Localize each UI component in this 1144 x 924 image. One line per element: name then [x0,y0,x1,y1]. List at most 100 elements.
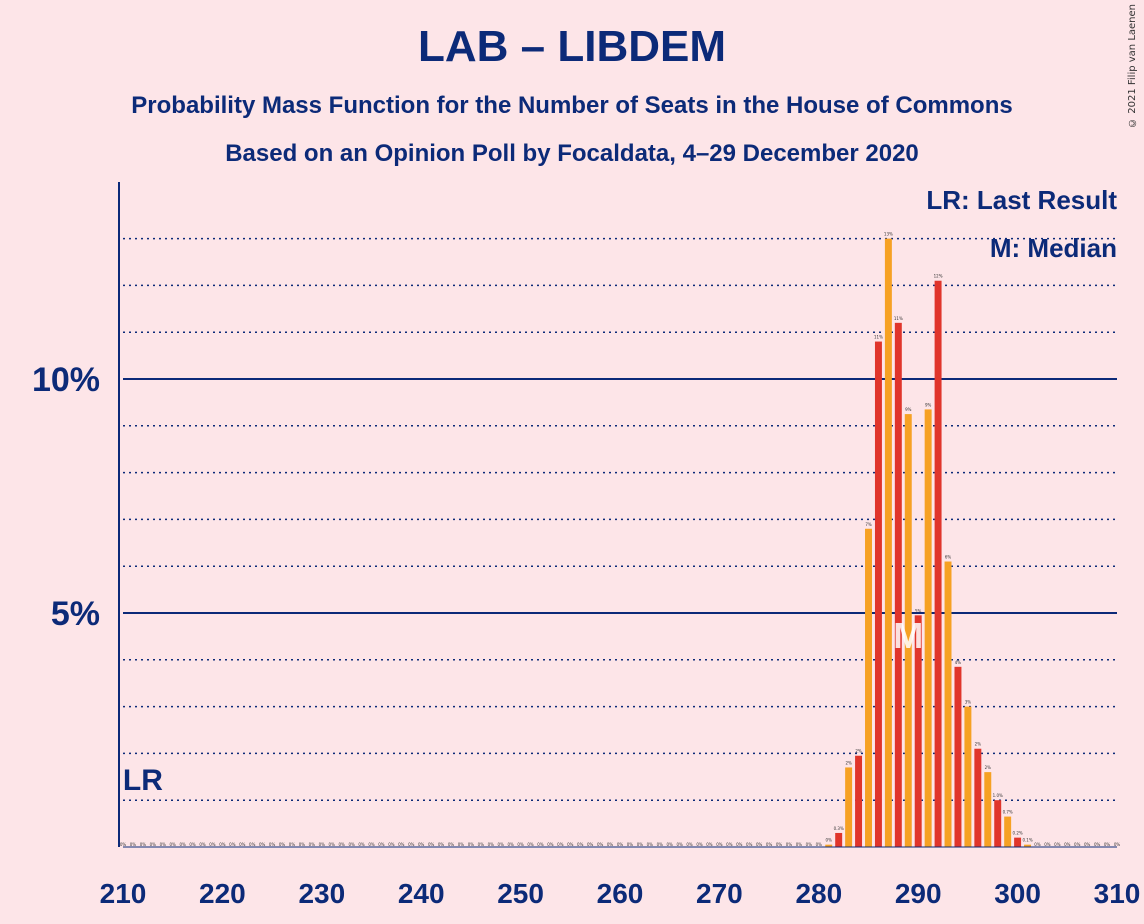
bar-value-label: 0% [189,842,196,847]
bar-value-label: 2% [855,749,862,754]
bar-value-label: 0% [309,842,316,847]
bar-value-label: 0% [796,842,803,847]
x-tick-label: 230 [298,878,345,909]
y-tick-label: 10% [32,361,100,399]
bar-value-label: 0% [130,842,137,847]
bar-value-label: 9% [925,402,932,407]
x-tick-label: 260 [597,878,644,909]
bar-value-label: 0% [577,842,584,847]
bar-value-label: 3% [965,700,972,705]
bar-value-label: 0% [498,842,505,847]
bar-value-label: 0% [199,842,206,847]
bar-value-label: 0% [150,842,157,847]
bar-value-label: 0% [348,842,355,847]
bar-value-label: 0% [488,842,495,847]
bar-value-label: 0% [826,838,833,843]
bar-value-label: 0% [299,842,306,847]
x-tick-label: 250 [497,878,544,909]
bar-seat-297 [984,772,992,847]
bar-value-label: 0% [1104,842,1111,847]
bar-seat-287 [884,238,892,848]
bar-value-label: 7% [865,522,872,527]
bar-value-label: 2% [845,760,852,765]
bar-value-label: 0% [726,842,733,847]
bar-seat-285 [865,528,872,847]
bar-value-label: 0% [686,842,693,847]
bar-seat-284 [855,755,863,847]
bar-value-label: 0% [1054,842,1061,847]
bar-value-label: 0% [587,842,594,847]
bar-seat-289 [904,414,912,847]
x-tick-label: 210 [100,878,147,909]
bar-value-label: 0% [269,842,276,847]
bar-value-label: 0% [408,842,415,847]
bar-value-label: 0% [746,842,753,847]
bar-value-label: 0% [716,842,723,847]
bar-value-label: 11% [874,335,883,340]
bar-value-label: 0% [627,842,634,847]
bar-value-label: 0% [249,842,256,847]
bar-value-label: 13% [884,232,893,237]
bar-value-label: 0% [319,842,326,847]
bar-value-label: 0.1% [1022,838,1032,843]
bar-value-label: 0% [507,842,514,847]
bar-value-label: 9% [905,407,912,412]
bar-value-label: 0% [398,842,405,847]
bar-value-label: 5% [915,608,922,613]
bar-seat-292 [934,280,942,848]
bar-value-label: 0% [388,842,395,847]
median-marker: M [893,615,923,656]
bar-seat-299 [1004,816,1012,847]
legend-median: M: Median [990,233,1117,263]
last-result-marker: LR [123,764,163,797]
bar-seat-282 [835,832,843,847]
bar-seat-288 [894,322,902,848]
bar-seat-283 [845,767,853,847]
bar-value-label: 0% [527,842,534,847]
bar-value-label: 11% [894,316,903,321]
bar-value-label: 0% [468,842,475,847]
bar-value-label: 0% [428,842,435,847]
bar-value-label: 0% [458,842,465,847]
bar-value-label: 2% [975,742,982,747]
legend-last-result: LR: Last Result [926,185,1117,215]
bar-value-label: 0% [378,842,385,847]
bar-value-label: 0% [547,842,554,847]
bar-seat-298 [994,800,1002,847]
bar-value-label: 0% [696,842,703,847]
bar-seat-300 [1014,837,1022,847]
bar-value-label: 0% [160,842,167,847]
bar-seat-286 [874,341,882,847]
chart-title: LAB – LIBDEM [418,22,726,71]
bar-seat-290 [914,615,922,847]
bar-value-label: 0% [219,842,226,847]
bar-seat-295 [964,706,972,847]
bar-seat-296 [974,748,982,847]
bar-value-label: 0% [209,842,216,847]
bar-value-label: 0% [438,842,445,847]
bar-value-label: 0% [786,842,793,847]
bar-value-label: 0% [706,842,713,847]
bar-value-label: 0% [478,842,485,847]
bar-seat-291 [924,409,932,847]
bar-seat-294 [954,666,962,847]
bar-value-label: 0% [637,842,644,847]
bar-value-label: 0% [567,842,574,847]
bar-value-label: 0% [816,842,823,847]
bar-value-label: 0% [170,842,177,847]
x-tick-label: 290 [895,878,942,909]
bar-value-label: 0% [448,842,455,847]
bar-value-label: 0.7% [1003,810,1013,815]
bar-seat-281 [825,844,833,847]
bar-seat-293 [944,561,952,847]
x-tick-label: 310 [1094,878,1141,909]
bar-value-label: 0% [766,842,773,847]
bar-value-label: 0% [1074,842,1081,847]
chart-subtitle: Probability Mass Function for the Number… [131,92,1013,119]
bar-value-label: 0% [537,842,544,847]
bar-value-label: 4% [955,660,962,665]
bar-value-label: 0.2% [1013,831,1023,836]
bar-value-label: 0% [617,842,624,847]
bar-value-label: 0% [1064,842,1071,847]
